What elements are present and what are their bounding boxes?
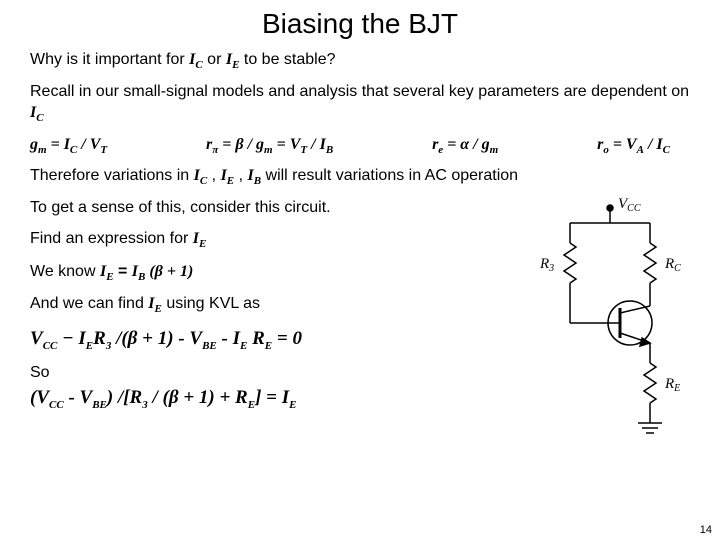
page-number: 14 — [700, 524, 712, 536]
sub: C — [663, 144, 670, 156]
svg-text:R3: R3 — [539, 256, 554, 274]
var: I — [78, 328, 85, 349]
beta: / (β + 1) + R — [148, 387, 248, 408]
line-3: Therefore variations in IC , IE , IB wil… — [30, 166, 690, 188]
sub: m — [38, 144, 47, 156]
sub: A — [637, 144, 644, 156]
sub: B — [326, 144, 333, 156]
sub: C — [195, 59, 202, 71]
beta: (β + 1) — [145, 263, 193, 280]
minus: - — [217, 328, 233, 349]
sub: m — [490, 144, 499, 156]
line-2: Recall in our small-signal models and an… — [30, 82, 690, 125]
eq0: = 0 — [272, 328, 302, 349]
br: ) /[R — [107, 387, 142, 408]
r: R — [247, 328, 264, 349]
r: R — [93, 328, 106, 349]
ib: / I — [307, 136, 326, 153]
minus: - V — [64, 387, 93, 408]
sub: C — [36, 112, 43, 124]
sub: E — [106, 271, 113, 283]
sub: CC — [49, 398, 64, 410]
text: Find an expression for — [30, 230, 193, 247]
sub: BE — [202, 339, 217, 351]
sub: BE — [92, 398, 107, 410]
text: Recall in our small-signal models and an… — [30, 83, 689, 100]
line-so: So — [30, 363, 530, 384]
sub: E — [155, 303, 162, 315]
sub: E — [248, 398, 255, 410]
circuit-diagram: VCC R3 RC RE — [520, 198, 700, 448]
minus: − — [57, 328, 78, 349]
line-5: Find an expression for IE — [30, 229, 530, 251]
equation-final: (VCC - VBE) /[R3 / (β + 1) + RE] = IE — [30, 386, 530, 412]
text: Therefore variations in — [30, 167, 194, 184]
eq: = — [47, 136, 64, 153]
svg-text:VCC: VCC — [618, 198, 641, 214]
equation-kvl: VCC − IER3 /(β + 1) - VBE - IE RE = 0 — [30, 327, 530, 353]
eq: = α / g — [443, 136, 489, 153]
sub: m — [264, 144, 273, 156]
text: , — [234, 167, 247, 184]
sub: B — [254, 175, 261, 187]
v: V — [30, 328, 43, 349]
text-column: To get a sense of this, consider this ci… — [30, 198, 530, 411]
line-1: Why is it important for IC or IE to be s… — [30, 50, 690, 72]
slide-title: Biasing the BJT — [30, 8, 690, 40]
beta: /(β + 1) - V — [111, 328, 202, 349]
eq-ro: ro = VA / IC — [597, 136, 670, 156]
line-4: To get a sense of this, consider this ci… — [30, 198, 530, 219]
sub: T — [100, 144, 107, 156]
g: g — [30, 136, 38, 153]
text: And we can find — [30, 295, 148, 312]
eq: = V — [609, 136, 637, 153]
vt: = V — [273, 136, 301, 153]
text: We know — [30, 263, 100, 280]
eq-re: re = α / gm — [432, 136, 498, 156]
vt: / V — [77, 136, 100, 153]
text: or — [203, 51, 226, 68]
eq: = β / g — [218, 136, 264, 153]
sub: E — [289, 398, 296, 410]
text: will result variations in AC operation — [261, 167, 518, 184]
text: to be stable? — [239, 51, 335, 68]
lower-content: To get a sense of this, consider this ci… — [30, 198, 690, 411]
svg-text:RE: RE — [664, 376, 680, 394]
ic: / I — [644, 136, 663, 153]
text: using KVL as — [162, 295, 260, 312]
eq-gm: gm = IC / VT — [30, 136, 107, 156]
v: (V — [30, 387, 49, 408]
var: I — [233, 328, 240, 349]
sub: E — [199, 238, 206, 250]
line-7: And we can find IE using KVL as — [30, 294, 530, 316]
line-6: We know IE = IB (β + 1) — [30, 262, 530, 284]
text: Why is it important for — [30, 51, 189, 68]
equation-row: gm = IC / VT rπ = β / gm = VT / IB re = … — [30, 136, 690, 156]
sub: CC — [43, 339, 58, 351]
svg-text:RC: RC — [664, 256, 681, 274]
text: , — [207, 167, 220, 184]
eq-rpi: rπ = β / gm = VT / IB — [206, 136, 333, 156]
eq: = — [114, 263, 132, 280]
eq: ] = I — [255, 387, 289, 408]
